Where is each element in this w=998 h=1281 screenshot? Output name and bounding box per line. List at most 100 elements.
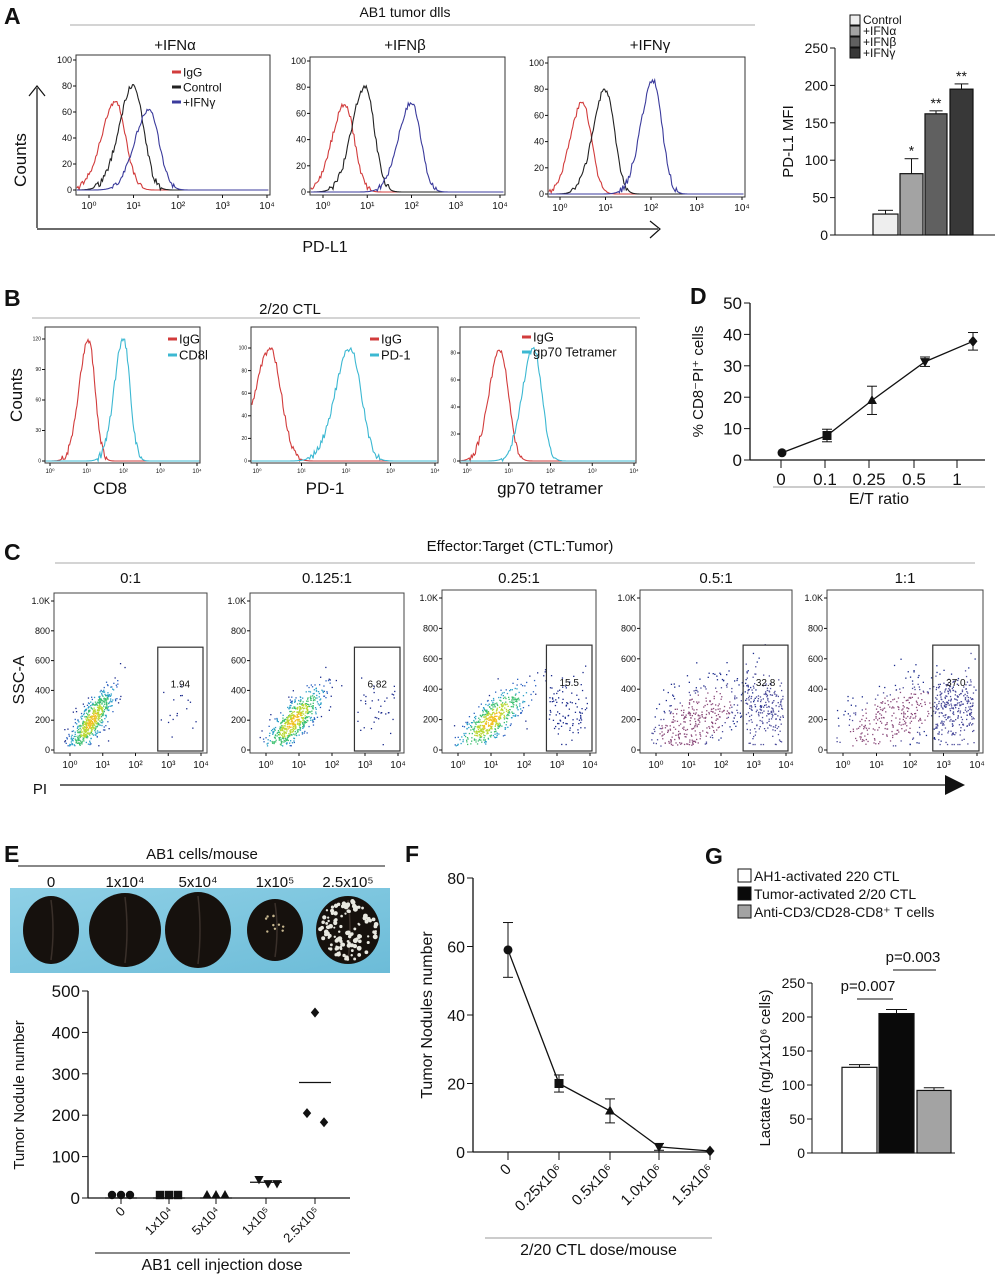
- event-dot: [363, 694, 365, 696]
- event-dot: [103, 686, 105, 689]
- event-dot: [77, 720, 79, 722]
- event-dot: [304, 718, 307, 720]
- event-dot: [893, 707, 895, 709]
- event-dot: [688, 691, 690, 694]
- event-dot: [393, 697, 395, 699]
- event-dot: [289, 699, 291, 701]
- y-axis-label: % CD8⁻PI⁺ cells: [690, 326, 707, 438]
- event-dot: [724, 722, 726, 724]
- event-dot: [495, 691, 497, 693]
- event-dot: [289, 734, 291, 736]
- event-dot: [752, 738, 754, 740]
- event-dot: [107, 707, 109, 709]
- event-dot: [100, 716, 102, 718]
- p-value-annotation: p=0.007: [841, 978, 896, 995]
- event-dot: [763, 728, 766, 730]
- event-dot: [484, 727, 486, 730]
- event-dot: [970, 698, 973, 701]
- legend-label: IgG: [533, 330, 554, 345]
- event-dot: [87, 729, 89, 731]
- event-dot: [291, 731, 293, 733]
- event-dot: [769, 713, 771, 715]
- event-dot: [557, 711, 559, 713]
- event-dot: [755, 666, 757, 668]
- event-dot: [279, 732, 281, 734]
- event-dot: [392, 718, 394, 721]
- event-dot: [96, 706, 99, 708]
- event-dot: [290, 745, 292, 747]
- event-dot: [772, 708, 774, 710]
- event-dot: [948, 688, 950, 690]
- event-dot: [306, 706, 309, 708]
- event-dot: [565, 743, 567, 746]
- event-dot: [466, 723, 468, 726]
- event-dot: [481, 721, 483, 724]
- event-dot: [289, 726, 291, 728]
- event-dot: [962, 723, 964, 725]
- tumor-nodule: [327, 936, 331, 940]
- event-dot: [775, 695, 777, 697]
- event-dot: [936, 686, 938, 689]
- event-dot: [943, 705, 945, 707]
- event-dot: [475, 715, 477, 718]
- event-dot: [872, 733, 874, 736]
- event-dot: [973, 729, 975, 732]
- event-dot: [376, 717, 378, 719]
- plot-frame: [441, 589, 597, 754]
- event-dot: [949, 685, 952, 688]
- gate-percentage: 6.82: [367, 679, 387, 690]
- event-dot: [510, 689, 512, 691]
- y-tick-label: 60: [296, 108, 306, 118]
- event-dot: [497, 727, 499, 729]
- event-dot: [853, 712, 855, 714]
- event-dot: [919, 717, 921, 720]
- event-dot: [782, 698, 784, 700]
- event-dot: [949, 710, 952, 712]
- event-dot: [482, 725, 484, 727]
- event-dot: [779, 730, 781, 732]
- event-dot: [92, 715, 95, 717]
- legend-swatch: [849, 36, 861, 48]
- event-dot: [92, 718, 94, 720]
- event-dot: [107, 695, 110, 697]
- event-dot: [464, 735, 467, 738]
- event-dot: [943, 724, 945, 726]
- event-dot: [89, 716, 92, 719]
- event-dot: [503, 711, 505, 713]
- event-dot: [733, 704, 735, 706]
- data-point: [310, 1007, 320, 1018]
- event-dot: [736, 679, 738, 682]
- event-dot: [937, 708, 939, 711]
- tumor-nodule: [335, 937, 341, 942]
- event-dot: [696, 709, 698, 711]
- event-dot: [490, 731, 492, 733]
- event-dot: [865, 727, 868, 729]
- event-dot: [683, 721, 685, 723]
- event-dot: [473, 728, 475, 730]
- x-axis-label: AB1 cell injection dose: [142, 1257, 303, 1274]
- event-dot: [740, 716, 742, 718]
- event-dot: [660, 745, 662, 747]
- event-dot: [285, 739, 288, 742]
- y-tick-label: 250: [782, 975, 806, 991]
- bar: [899, 173, 924, 236]
- data-point: [125, 1190, 135, 1200]
- event-dot: [95, 716, 98, 718]
- event-dot: [487, 713, 489, 715]
- event-dot: [750, 714, 753, 716]
- event-dot: [966, 714, 968, 716]
- event-dot: [286, 716, 288, 719]
- event-dot: [569, 727, 571, 729]
- event-dot: [762, 743, 765, 746]
- event-dot: [704, 743, 706, 745]
- event-dot: [940, 722, 942, 724]
- event-dot: [654, 730, 656, 733]
- event-dot: [670, 739, 672, 741]
- event-dot: [312, 724, 315, 726]
- event-dot: [291, 702, 293, 704]
- event-dot: [498, 718, 500, 721]
- event-dot: [722, 710, 725, 712]
- event-dot: [501, 706, 503, 708]
- event-dot: [99, 720, 101, 722]
